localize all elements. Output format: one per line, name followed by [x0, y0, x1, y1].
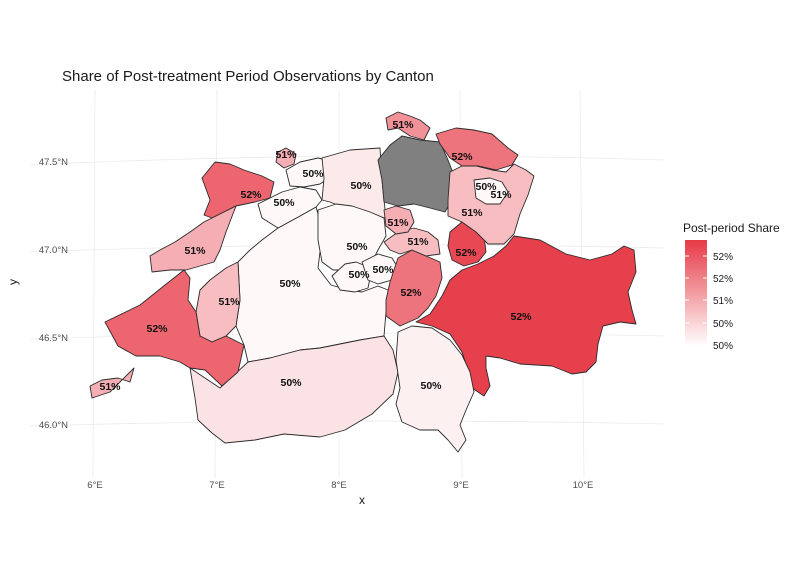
y-tick-label: 46.0°N	[39, 420, 68, 431]
canton-vaud[interactable]	[104, 269, 245, 387]
canton-label: 50%	[279, 278, 301, 290]
y-tick-label: 47.5°N	[39, 157, 68, 168]
canton-label: 50%	[348, 269, 370, 281]
map-title: Share of Post-treatment Period Observati…	[62, 68, 434, 85]
x-tick-label: 9°E	[453, 480, 468, 491]
legend-title: Post-period Share	[683, 221, 780, 235]
canton-schaffhausen[interactable]	[385, 111, 431, 141]
canton-label: 51%	[218, 296, 240, 308]
canton-label: 52%	[510, 311, 532, 323]
canton-label: 52%	[451, 151, 473, 163]
canton-label: 51%	[490, 189, 512, 201]
legend-colorbar	[685, 240, 707, 346]
canton-geneva[interactable]	[89, 367, 135, 399]
canton-ticino[interactable]	[395, 325, 475, 453]
canton-jura[interactable]	[201, 161, 275, 219]
canton-appenzell[interactable]	[473, 177, 509, 205]
legend-tick-label: 52%	[713, 274, 733, 285]
canton-valais[interactable]	[189, 335, 399, 444]
canton-label: 50%	[302, 168, 324, 180]
canton-label: 51%	[99, 381, 121, 393]
legend: Post-period Share 52% 52% 51% 50% 50%	[683, 221, 780, 352]
canton-label: 51%	[184, 245, 206, 257]
canton-neuchatel[interactable]	[149, 205, 237, 273]
canton-label: 51%	[392, 119, 414, 131]
canton-label: 50%	[372, 264, 394, 276]
canton-label: 52%	[146, 323, 168, 335]
legend-tick-label: 50%	[713, 319, 733, 330]
canton-label: 50%	[273, 197, 295, 209]
canton-label: 51%	[461, 207, 483, 219]
legend-tick-label: 52%	[713, 252, 733, 263]
canton-thurgau[interactable]	[435, 127, 519, 171]
x-axis-ticks: 6°E 7°E 8°E 9°E 10°E	[87, 480, 593, 491]
canton-label: 52%	[455, 247, 477, 259]
canton-label: 52%	[400, 287, 422, 299]
canton-layer	[89, 111, 637, 453]
x-axis-title: x	[359, 493, 365, 507]
canton-labels: 50% 50% 51% 52% 51% 52% 51% 50% 51% 50% …	[99, 119, 532, 393]
canton-zug[interactable]	[383, 205, 415, 235]
x-tick-label: 10°E	[573, 480, 594, 491]
canton-label: 52%	[240, 189, 262, 201]
canton-label: 50%	[280, 377, 302, 389]
x-tick-label: 6°E	[87, 480, 102, 491]
y-tick-label: 47.0°N	[39, 245, 68, 256]
canton-label: 51%	[387, 217, 409, 229]
canton-label: 50%	[350, 180, 372, 192]
canton-label: 50%	[346, 241, 368, 253]
canton-basel-landschaft[interactable]	[275, 147, 297, 169]
legend-tick-label: 50%	[713, 341, 733, 352]
canton-label: 50%	[420, 380, 442, 392]
y-tick-label: 46.5°N	[39, 333, 68, 344]
legend-tick-label: 51%	[713, 296, 733, 307]
canton-graubuenden[interactable]	[415, 235, 637, 397]
x-tick-label: 8°E	[331, 480, 346, 491]
canton-label: 50%	[475, 181, 497, 193]
canton-label: 51%	[275, 149, 297, 161]
y-axis-title: y	[6, 279, 20, 285]
y-axis-ticks: 47.5°N 47.0°N 46.5°N 46.0°N	[39, 157, 68, 431]
canton-label: 51%	[407, 236, 429, 248]
x-tick-label: 7°E	[209, 480, 224, 491]
